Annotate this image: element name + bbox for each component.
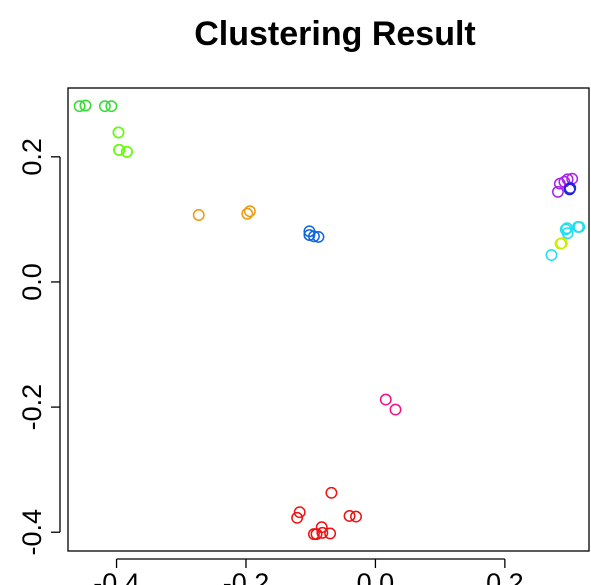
data-point	[325, 486, 338, 499]
x-tick-label: -0.2	[223, 568, 270, 585]
data-point	[73, 100, 86, 113]
data-point	[113, 143, 126, 156]
data-point	[555, 237, 568, 250]
data-point	[120, 145, 133, 158]
data-point	[241, 207, 254, 220]
x-axis: -0.4 -0.2 0.0 0.2	[93, 558, 524, 585]
data-point	[79, 99, 92, 112]
data-point	[307, 230, 320, 243]
y-tick-label: 0.2	[17, 138, 47, 176]
data-point	[112, 126, 125, 139]
scatter-points	[73, 99, 586, 541]
data-point	[324, 527, 337, 540]
x-tick-label: -0.4	[93, 568, 140, 585]
data-point	[316, 526, 329, 539]
data-point	[243, 205, 256, 218]
data-point	[343, 510, 356, 522]
chart-title: Clustering Result	[194, 15, 475, 53]
data-point	[389, 403, 402, 416]
data-point	[293, 506, 306, 519]
data-point	[379, 393, 392, 406]
y-axis: -0.4 -0.2 0.0 0.2	[17, 138, 61, 556]
y-tick-label: -0.2	[17, 384, 47, 431]
y-tick-label: 0.0	[17, 263, 47, 301]
data-point	[545, 249, 558, 262]
data-point	[192, 209, 205, 221]
data-point	[303, 229, 316, 241]
data-point	[551, 185, 564, 198]
plot-frame	[67, 87, 590, 552]
data-point	[561, 227, 574, 240]
data-point	[291, 511, 304, 524]
data-point	[312, 230, 325, 243]
x-tick-label: 0.2	[486, 568, 524, 585]
x-tick-label: 0.0	[357, 568, 395, 585]
data-point	[573, 220, 586, 233]
data-point	[310, 528, 323, 541]
data-point	[564, 182, 577, 195]
data-point	[350, 510, 362, 523]
data-point	[105, 100, 118, 113]
data-point	[98, 100, 111, 113]
y-tick-label: -0.4	[17, 509, 47, 556]
